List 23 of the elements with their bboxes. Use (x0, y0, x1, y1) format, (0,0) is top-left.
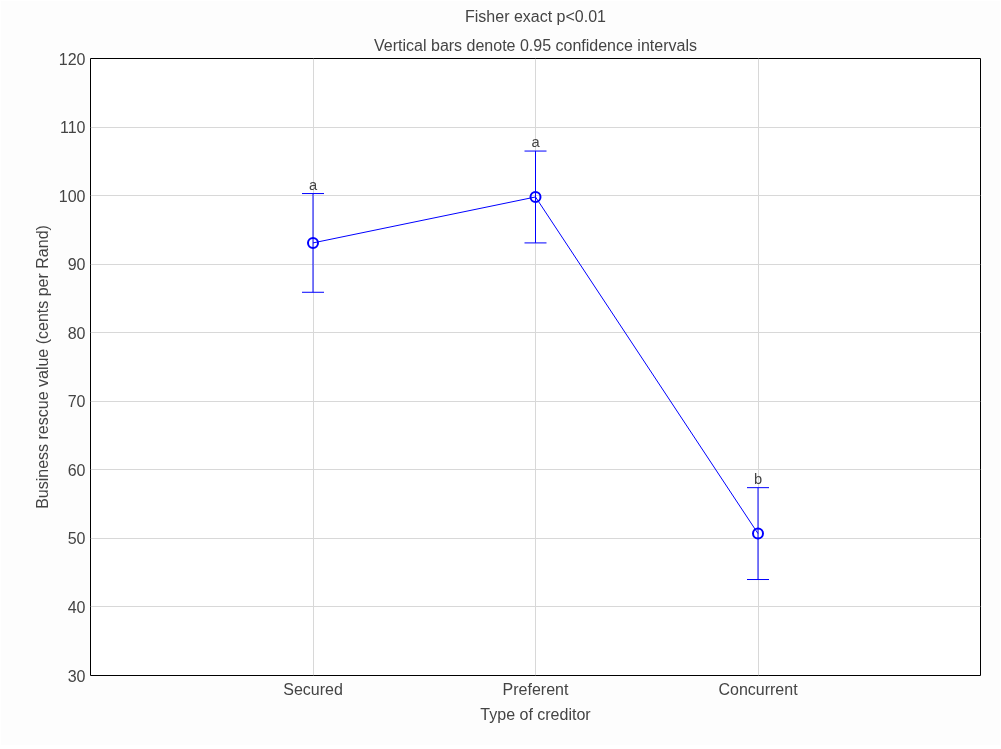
point (307, 236, 319, 249)
y-tick-label: 100 (58, 187, 86, 205)
chart-title: Fisher exact p<0.01 (465, 7, 607, 25)
point (752, 527, 764, 540)
y-tick-label: 80 (67, 324, 86, 342)
y-tick-label: 120 (58, 50, 86, 68)
x-tick-label: Concurrent (718, 680, 799, 698)
x-axis-title: Type of creditor (480, 705, 592, 723)
annotation: a (308, 176, 318, 193)
y-tick-label: 50 (67, 530, 86, 548)
x-tick-label: Secured (283, 680, 343, 698)
y-tick-label: 30 (67, 667, 86, 685)
x-tick-label: Preferent (502, 680, 569, 698)
annotation: a (531, 134, 541, 151)
chart-subtitle: Vertical bars denote 0.95 confidence intervals (374, 36, 697, 54)
y-tick-label: 70 (67, 393, 86, 411)
annotation: b (753, 470, 763, 487)
y-tick-label: 60 (67, 461, 86, 479)
y-tick-label: 90 (67, 256, 86, 274)
y-tick-label: 40 (67, 598, 86, 616)
point (529, 190, 542, 203)
y-axis-title: Business rescue value (cents per Rand) (33, 225, 51, 509)
y-tick-label: 110 (59, 119, 86, 137)
